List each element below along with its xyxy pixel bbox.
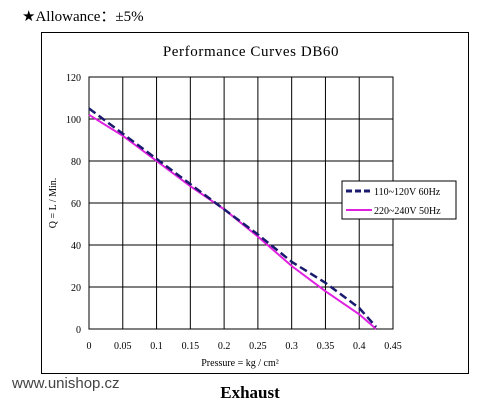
- x-tick-label: 0.45: [384, 341, 402, 352]
- allowance-note: ★Allowance：±5%: [22, 9, 144, 25]
- x-tick-label: 0.05: [114, 341, 132, 352]
- y-tick-label: 40: [71, 241, 81, 252]
- y-tick-labels: 0 20 40 60 80 100 120: [66, 73, 81, 336]
- legend: 110~120V 60Hz 220~240V 50Hz: [341, 180, 457, 220]
- chart-title: Performance Curves DB60: [163, 44, 339, 60]
- x-tick-label: 0: [87, 341, 92, 352]
- y-tick-label: 20: [71, 283, 81, 294]
- exhaust-caption: Exhaust: [220, 383, 280, 402]
- x-tick-label: 0.4: [353, 341, 366, 352]
- series-line-110v: [88, 107, 378, 328]
- website-link[interactable]: www.unishop.cz: [12, 375, 120, 392]
- y-tick-label: 100: [66, 115, 81, 126]
- y-axis-title: Q = L / Min.: [48, 178, 59, 229]
- y-tick-label: 60: [71, 199, 81, 210]
- x-axis-title: Pressure = kg / cm²: [201, 358, 279, 369]
- x-tick-label: 0.15: [182, 341, 200, 352]
- x-tick-label: 0.3: [285, 341, 298, 352]
- legend-label-110v: 110~120V 60Hz: [374, 187, 441, 198]
- x-tick-label: 0.2: [218, 341, 231, 352]
- y-tick-label: 0: [76, 325, 81, 336]
- series-line-220v: [88, 113, 377, 330]
- y-tick-label: 80: [71, 157, 81, 168]
- x-tick-label: 0.25: [249, 341, 267, 352]
- x-tick-label: 0.1: [150, 341, 163, 352]
- x-tick-label: 0.35: [317, 341, 335, 352]
- legend-box: [341, 180, 457, 220]
- legend-label-220v: 220~240V 50Hz: [374, 206, 441, 217]
- series-lines: [88, 107, 378, 330]
- x-tick-labels: 0 0.05 0.1 0.15 0.2 0.25 0.3 0.35 0.4 0.45: [87, 341, 402, 352]
- y-tick-label: 120: [66, 73, 81, 84]
